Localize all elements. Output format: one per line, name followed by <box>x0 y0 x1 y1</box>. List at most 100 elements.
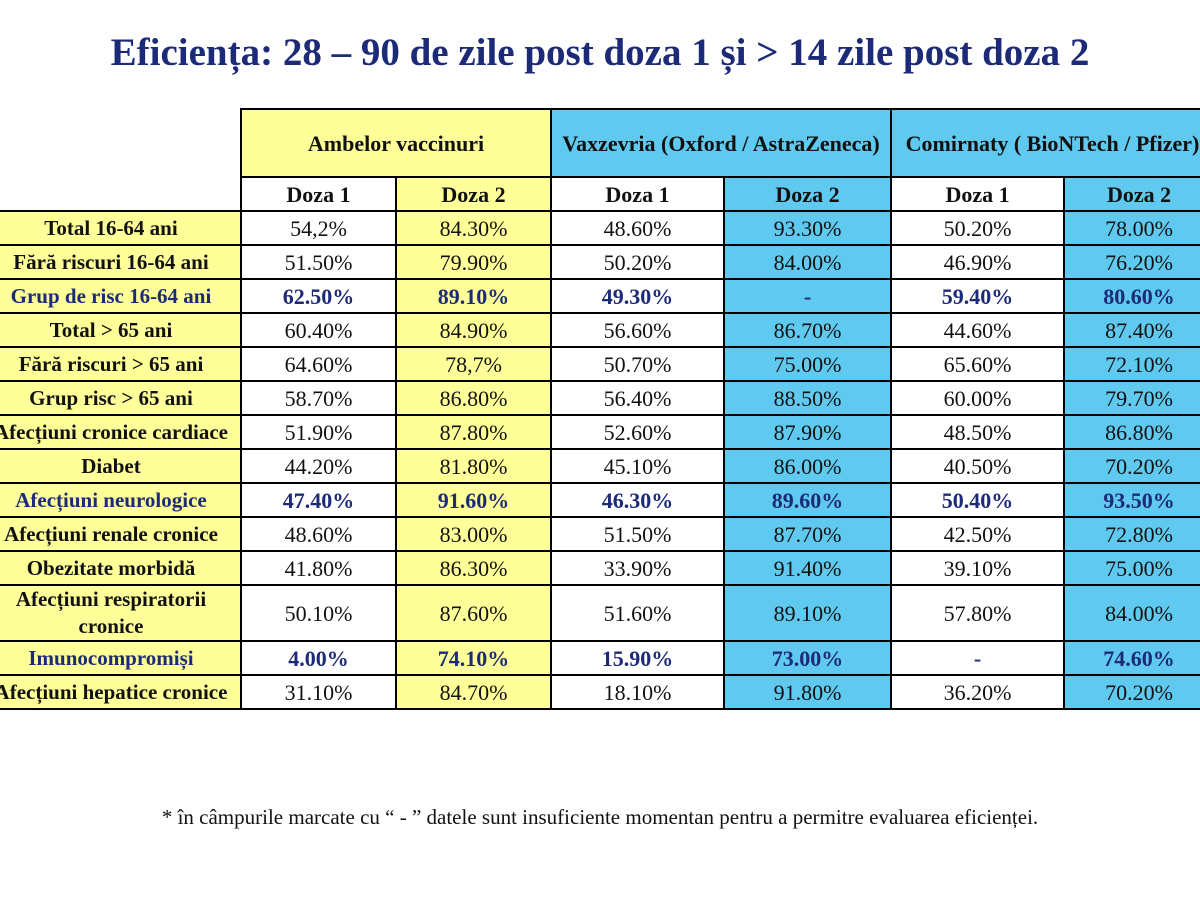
dose-header: Doza 2 <box>722 176 893 212</box>
value-cell: 50.70% <box>550 346 725 382</box>
data-row: Afecțiuni cronice cardiace 51.90% 87.80% 52… <box>0 414 1200 450</box>
row-label: Total 16-64 ani <box>0 210 242 246</box>
value-cell: 52.60% <box>550 414 725 450</box>
row-label: Imunocompromiși <box>0 640 242 676</box>
footnote: * în câmpurile marcate cu “ - ” datele s… <box>161 805 1039 829</box>
value-cell: 41.80% <box>240 550 397 586</box>
data-row: Imunocompromiși 4.00% 74.10% 15.90% 73.00% -7… <box>0 640 1200 676</box>
value-cell: 4.00% <box>240 640 397 676</box>
value-cell: 51.90% <box>240 414 397 450</box>
value-cell: 76.20% <box>1063 244 1200 280</box>
value-cell: 56.40% <box>550 380 725 416</box>
value-cell: 84.00% <box>722 244 893 280</box>
value-cell: 78,7% <box>395 346 552 382</box>
value-cell: 48.60% <box>240 516 397 552</box>
value-cell: 87.80% <box>395 414 552 450</box>
value-cell: 91.60% <box>395 482 552 518</box>
data-row: Total > 65 ani 60.40% 84.90% 56.60% 86.70% 44… <box>0 312 1200 348</box>
value-cell: 44.20% <box>240 448 397 484</box>
value-cell: - <box>890 640 1066 676</box>
value-cell: 86.80% <box>395 380 552 416</box>
value-cell: 89.60% <box>722 482 893 518</box>
value-cell: 49.30% <box>550 278 725 314</box>
value-cell: 58.70% <box>240 380 397 416</box>
row-label: Afecțiuni hepatice cronice <box>0 674 242 710</box>
value-cell: 51.50% <box>240 244 397 280</box>
value-cell: 86.80% <box>1063 414 1200 450</box>
dose-header: Doza 1 <box>890 176 1066 212</box>
row-label: Grup risc > 65 ani <box>0 380 242 416</box>
value-cell: 50.10% <box>240 584 397 642</box>
value-cell: 70.20% <box>1063 448 1200 484</box>
data-row: Diabet 44.20% 81.80% 45.10% 86.00% 40.50% 70.2… <box>0 448 1200 484</box>
value-cell: 93.50% <box>1063 482 1200 518</box>
value-cell: 50.40% <box>890 482 1066 518</box>
data-row: Afecțiuni neurologice 47.40% 91.60% 46.30% 8… <box>0 482 1200 518</box>
value-cell: 54,2% <box>240 210 397 246</box>
value-cell: 64.60% <box>240 346 397 382</box>
value-cell: 36.20% <box>890 674 1066 710</box>
data-row: Afecțiuni respiratorii cronice 50.10% 87.6… <box>0 584 1200 642</box>
value-cell: 84.00% <box>1063 584 1200 642</box>
dose-header: Doza 1 <box>240 176 397 212</box>
value-cell: 48.60% <box>550 210 725 246</box>
value-cell: 75.00% <box>1063 550 1200 586</box>
data-row: Afecțiuni hepatice cronice 31.10% 84.70% 18… <box>0 674 1200 710</box>
value-cell: 73.00% <box>722 640 893 676</box>
value-cell: 42.50% <box>890 516 1066 552</box>
value-cell: 56.60% <box>550 312 725 348</box>
value-cell: 74.10% <box>395 640 552 676</box>
value-cell: 48.50% <box>890 414 1066 450</box>
value-cell: 18.10% <box>550 674 725 710</box>
row-label: Afecțiuni renale cronice <box>0 516 242 552</box>
data-row: Grup risc > 65 ani 58.70% 86.80% 56.40% 88.5… <box>0 380 1200 416</box>
value-cell: 72.10% <box>1063 346 1200 382</box>
value-cell: 46.30% <box>550 482 725 518</box>
value-cell: 70.20% <box>1063 674 1200 710</box>
data-row: Fără riscuri 16-64 ani 51.50% 79.90% 50.20%… <box>0 244 1200 280</box>
value-cell: 91.40% <box>722 550 893 586</box>
value-cell: 65.60% <box>890 346 1066 382</box>
value-cell: 60.00% <box>890 380 1066 416</box>
value-cell: 84.90% <box>395 312 552 348</box>
value-cell: 87.60% <box>395 584 552 642</box>
value-cell: 40.50% <box>890 448 1066 484</box>
value-cell: 86.00% <box>722 448 893 484</box>
row-label: Afecțiuni neurologice <box>0 482 242 518</box>
group-header: Vaxzevria (Oxford / AstraZeneca) <box>549 108 893 178</box>
value-cell: 50.20% <box>890 210 1066 246</box>
value-cell: 15.90% <box>550 640 725 676</box>
value-cell: 89.10% <box>395 278 552 314</box>
value-cell: 84.70% <box>395 674 552 710</box>
value-cell: 89.10% <box>722 584 893 642</box>
corner-cell <box>0 109 242 212</box>
value-cell: 93.30% <box>722 210 893 246</box>
title: Eficiența: 28 – 90 de zile post doza 1 ș… <box>110 31 1090 74</box>
value-cell: 39.10% <box>890 550 1066 586</box>
value-cell: 87.70% <box>722 516 893 552</box>
efficacy-table: Ambelor vaccinuri Vaxzevria (Oxford / Ast… <box>0 108 1200 710</box>
dose-header: Doza 1 <box>550 176 725 212</box>
value-cell: 86.30% <box>395 550 552 586</box>
row-label: Afecțiuni respiratorii cronice <box>0 584 242 642</box>
value-cell: 60.40% <box>240 312 397 348</box>
value-cell: 59.40% <box>890 278 1066 314</box>
value-cell: 79.70% <box>1063 380 1200 416</box>
value-cell: 74.60% <box>1063 640 1200 676</box>
group-header: Ambelor vaccinuri <box>240 108 552 178</box>
row-label: Afecțiuni cronice cardiace <box>0 414 242 450</box>
dose-header: Doza 2 <box>395 176 552 212</box>
data-row: Obezitate morbidă 41.80% 86.30% 33.90% 91.40… <box>0 550 1200 586</box>
value-cell: 84.30% <box>395 210 552 246</box>
value-cell: 75.00% <box>722 346 893 382</box>
value-cell: 83.00% <box>395 516 552 552</box>
value-cell: 50.20% <box>550 244 725 280</box>
value-cell: 51.60% <box>550 584 725 642</box>
value-cell: 80.60% <box>1063 278 1200 314</box>
value-cell: 81.80% <box>395 448 552 484</box>
value-cell: 91.80% <box>722 674 893 710</box>
row-label: Fără riscuri > 65 ani <box>0 346 242 382</box>
value-cell: 31.10% <box>240 674 397 710</box>
data-row: Fără riscuri > 65 ani 64.60% 78,7% 50.70% 75… <box>0 346 1200 382</box>
value-cell: - <box>722 278 893 314</box>
